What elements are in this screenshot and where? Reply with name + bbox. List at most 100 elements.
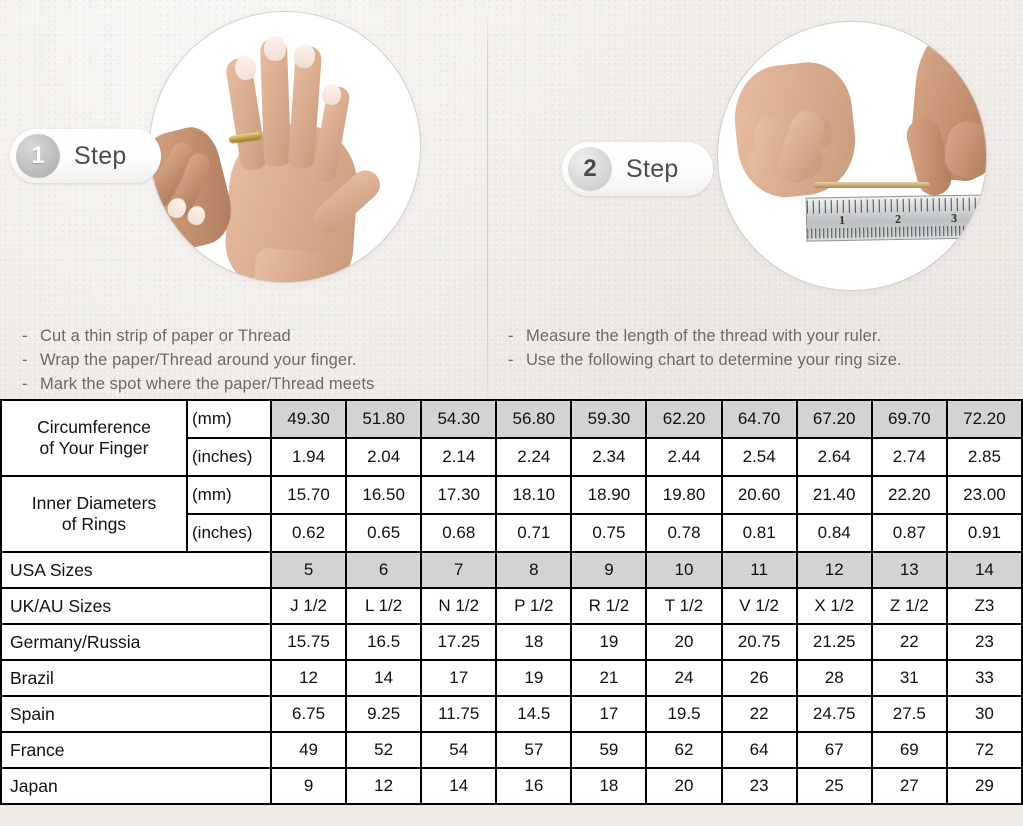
data-cell: 31 — [870, 659, 948, 697]
step-2-instructions: Measure the length of the thread with yo… — [508, 324, 902, 372]
data-cell: 1.94 — [269, 437, 348, 477]
data-cell: 21 — [570, 659, 648, 697]
data-cell: 12 — [345, 767, 423, 805]
measuring-thread-illustration: 1 2 3 — [718, 22, 986, 290]
instruction-item: Mark the spot where the paper/Thread mee… — [22, 372, 374, 396]
table-row: USA Sizes 5 6 7 8 9 10 11 12 13 14 — [0, 551, 1023, 589]
step-1-label: 1 Step — [10, 129, 161, 183]
data-cell: 19 — [570, 623, 648, 661]
data-cell: V 1/2 — [720, 587, 798, 625]
data-cell: 64.70 — [720, 399, 798, 439]
region-row-label: Brazil — [0, 659, 272, 697]
data-cell: Z 1/2 — [870, 587, 948, 625]
data-cell: 18.90 — [570, 475, 648, 515]
data-cell: T 1/2 — [645, 587, 723, 625]
data-cell: 12 — [795, 551, 873, 589]
data-cell: 54 — [420, 731, 498, 769]
row-unit-label: (inches) — [186, 437, 272, 477]
table-body: Circumference of Your Finger (mm) 49.30 51.8… — [0, 399, 1023, 805]
data-cell: 59.30 — [570, 399, 648, 439]
data-cell: 14.5 — [495, 695, 573, 733]
data-cell: 2.44 — [645, 437, 723, 477]
data-cell: 22.20 — [870, 475, 948, 515]
row-unit-label: (mm) — [186, 475, 272, 515]
data-cell: 21.40 — [795, 475, 873, 515]
data-cell: X 1/2 — [795, 587, 873, 625]
table-row: Japan 9 12 14 16 18 20 23 25 27 29 — [0, 767, 1023, 805]
data-cell: 9 — [570, 551, 648, 589]
ring-size-chart-table: Circumference of Your Finger (mm) 49.30 51.8… — [0, 399, 1023, 805]
data-cell: 20.75 — [720, 623, 798, 661]
table-row: Brazil 12 14 17 19 21 24 26 28 31 33 — [0, 659, 1023, 697]
data-cell: 17 — [420, 659, 498, 697]
ruler-mark-1: 1 — [838, 212, 846, 228]
data-cell: 20 — [645, 623, 723, 661]
data-cell: 59 — [570, 731, 648, 769]
data-cell: 12 — [269, 659, 348, 697]
step-1-word: Step — [74, 141, 127, 170]
data-cell: 26 — [720, 659, 798, 697]
data-cell: 72 — [945, 731, 1023, 769]
instruction-item: Use the following chart to determine you… — [508, 348, 902, 372]
data-cell: 2.24 — [495, 437, 573, 477]
panel-divider — [487, 0, 488, 398]
data-cell: 7 — [420, 551, 498, 589]
data-cell: 67 — [795, 731, 873, 769]
data-cell: 2.14 — [420, 437, 498, 477]
step-2-number-badge: 2 — [568, 147, 612, 191]
data-cell: 11 — [720, 551, 798, 589]
data-cell: 9.25 — [345, 695, 423, 733]
data-cell: N 1/2 — [420, 587, 498, 625]
step-2-photo: 1 2 3 — [718, 22, 986, 290]
data-cell: 5 — [269, 551, 348, 589]
data-cell: 17.25 — [420, 623, 498, 661]
region-row-label: Spain — [0, 695, 272, 733]
data-cell: L 1/2 — [345, 587, 423, 625]
data-cell: 57 — [495, 731, 573, 769]
data-cell: 2.85 — [945, 437, 1023, 477]
data-cell: 0.87 — [870, 513, 948, 553]
data-cell: 33 — [945, 659, 1023, 697]
data-cell: 54.30 — [420, 399, 498, 439]
data-cell: 14 — [420, 767, 498, 805]
data-cell: 16.5 — [345, 623, 423, 661]
region-row-label: Japan — [0, 767, 272, 805]
table-row: (inches) 0.62 0.65 0.68 0.71 0.75 0.78 0.81 0.84… — [1, 513, 1023, 553]
data-cell: 24 — [645, 659, 723, 697]
data-cell: 62 — [645, 731, 723, 769]
data-cell: 10 — [645, 551, 723, 589]
data-cell: 2.64 — [795, 437, 873, 477]
data-cell: 69.70 — [870, 399, 948, 439]
data-cell: 0.78 — [645, 513, 723, 553]
data-cell: 64 — [720, 731, 798, 769]
data-cell: 2.74 — [870, 437, 948, 477]
data-cell: 13 — [870, 551, 948, 589]
table-row: Spain 6.75 9.25 11.75 14.5 17 19.5 22 24.75 27.5 3… — [0, 695, 1023, 733]
data-cell: 2.04 — [345, 437, 423, 477]
instruction-item: Cut a thin strip of paper or Thread — [22, 324, 374, 348]
region-row-label: France — [0, 731, 272, 769]
table-row: Circumference of Your Finger (mm) 49.30 51.8… — [0, 399, 1023, 477]
ruler-mark-2: 2 — [894, 211, 902, 227]
instruction-item: Measure the length of the thread with yo… — [508, 324, 902, 348]
data-cell: R 1/2 — [570, 587, 648, 625]
data-cell: 18 — [570, 767, 648, 805]
data-cell: 2.34 — [570, 437, 648, 477]
data-cell: 22 — [870, 623, 948, 661]
data-cell: 51.80 — [345, 399, 423, 439]
data-cell: 62.20 — [645, 399, 723, 439]
data-cell: 20 — [645, 767, 723, 805]
data-cell: 6.75 — [269, 695, 348, 733]
data-cell: 27.5 — [870, 695, 948, 733]
data-cell: 30 — [945, 695, 1023, 733]
data-cell: 29 — [945, 767, 1023, 805]
data-cell: 19.80 — [645, 475, 723, 515]
data-cell: 16 — [495, 767, 573, 805]
data-cell: 52 — [345, 731, 423, 769]
region-row-label: Germany/Russia — [0, 623, 272, 661]
measured-thread — [814, 182, 930, 188]
step-1-instructions: Cut a thin strip of paper or Thread Wrap… — [22, 324, 374, 396]
data-cell: Z3 — [945, 587, 1023, 625]
data-cell: 49 — [269, 731, 348, 769]
hand-wrist — [252, 247, 334, 282]
